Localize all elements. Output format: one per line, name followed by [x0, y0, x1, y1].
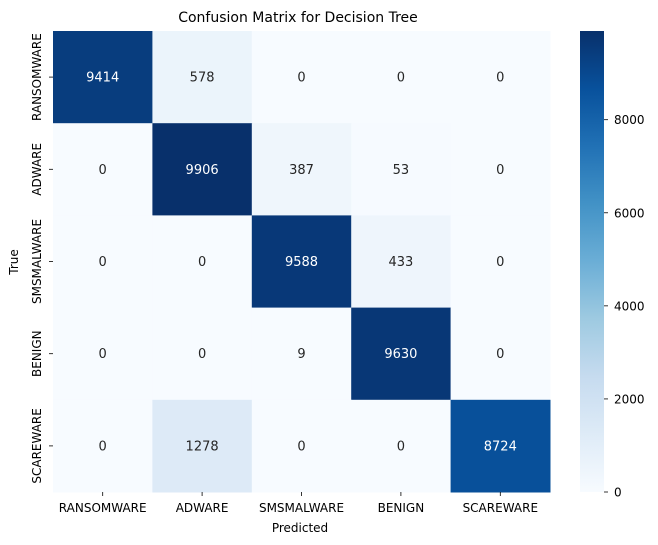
cell-value-label: 0: [496, 71, 504, 86]
heatmap-cell: [450, 307, 551, 401]
heatmap-cell: [351, 31, 452, 124]
x-tick-label: SMSMALWARE: [259, 501, 344, 515]
cell-value-label: 1278: [186, 439, 219, 454]
cell-value-label: 9906: [186, 163, 219, 178]
colorbar-tick-label: 4000: [614, 299, 645, 313]
colorbar-tick-label: 6000: [614, 206, 645, 220]
colorbar-tick-label: 2000: [614, 392, 645, 406]
y-axis-label: True: [7, 249, 21, 276]
cell-value-label: 8724: [484, 439, 517, 454]
y-tick-label: SMSMALWARE: [30, 219, 44, 304]
heatmap-cell: [351, 123, 452, 216]
cell-value-label: 0: [397, 439, 405, 454]
cell-value-label: 0: [198, 347, 206, 362]
cell-value-label: 0: [297, 439, 305, 454]
cell-value-label: 0: [99, 255, 107, 270]
y-tick-label: ADWARE: [30, 143, 44, 196]
cell-value-label: 0: [397, 71, 405, 86]
heatmap-cell: [251, 307, 352, 401]
colorbar: [580, 31, 604, 492]
colorbar-tick-label: 8000: [614, 113, 645, 127]
heatmap-cell: [251, 399, 352, 493]
y-tick-label: RANSOMWARE: [30, 33, 44, 121]
x-tick-label: BENIGN: [378, 501, 425, 515]
heatmap-cell: [251, 215, 352, 309]
cell-value-label: 9630: [384, 347, 417, 362]
heatmap-cell: [152, 307, 253, 401]
heatmap-cell: [53, 123, 153, 216]
cell-value-label: 433: [388, 255, 413, 270]
x-axis-label: Predicted: [272, 521, 328, 535]
cell-value-label: 53: [393, 163, 410, 178]
heatmap-cell: [53, 307, 153, 401]
x-tick-label: RANSOMWARE: [59, 501, 147, 515]
cell-value-label: 0: [99, 163, 107, 178]
heatmap-cell: [152, 399, 253, 493]
heatmap-cell: [351, 215, 452, 309]
heatmap-cell: [351, 307, 452, 401]
heatmap-cell: [53, 399, 153, 493]
x-axis-ticks: RANSOMWARE ADWARE SMSMALWARE BENIGN SCAREWAR…: [59, 492, 538, 515]
y-tick-label: BENIGN: [30, 330, 44, 377]
y-axis-ticks: RANSOMWARE ADWARE SMSMALWARE BENIGN SCAREWAR…: [30, 33, 53, 484]
cell-value-label: 0: [297, 71, 305, 86]
y-tick-label: SCAREWARE: [30, 408, 44, 483]
heatmap-cell: [53, 215, 153, 309]
cell-value-label: 0: [496, 347, 504, 362]
heatmap-cell: [251, 31, 352, 124]
x-tick-label: ADWARE: [176, 501, 229, 515]
cell-value-label: 0: [496, 255, 504, 270]
colorbar-tick-label: 0: [614, 486, 622, 500]
heatmap-cell: [351, 399, 452, 493]
cell-value-labels: 9414 578 0 0 0 0 9906 387 53 0 0 0 9588 433 0 0 0 9 9630 0 0…: [86, 71, 517, 455]
heatmap-cell: [450, 31, 551, 124]
cell-value-label: 0: [99, 439, 107, 454]
cell-value-label: 9588: [285, 255, 318, 270]
colorbar-ticks: 0 2000 4000 6000 8000: [604, 113, 645, 500]
heatmap-cells: [53, 31, 551, 493]
heatmap-cell: [152, 215, 253, 309]
cell-value-label: 0: [99, 347, 107, 362]
cell-value-label: 0: [198, 255, 206, 270]
heatmap-cell: [152, 31, 253, 124]
heatmap-cell: [152, 123, 253, 216]
heatmap-cell: [450, 123, 551, 216]
cell-value-label: 9414: [86, 71, 119, 86]
cell-value-label: 0: [496, 163, 504, 178]
cell-value-label: 578: [190, 71, 215, 86]
x-tick-label: SCAREWARE: [463, 501, 538, 515]
heatmap-cell: [450, 215, 551, 309]
cell-value-label: 9: [297, 347, 305, 362]
cell-value-label: 387: [289, 163, 314, 178]
heatmap-cell: [450, 399, 551, 493]
heatmap-cell: [251, 123, 352, 216]
heatmap-cell: [53, 31, 153, 124]
chart-title: Confusion Matrix for Decision Tree: [178, 10, 418, 26]
